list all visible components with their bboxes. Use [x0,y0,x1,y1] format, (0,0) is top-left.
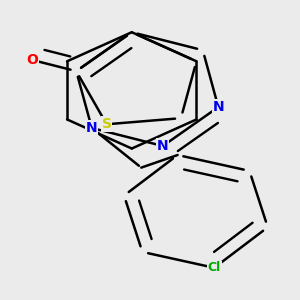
Text: Cl: Cl [208,261,221,274]
Text: N: N [86,121,98,135]
Text: O: O [26,53,38,67]
Text: S: S [102,117,112,131]
Text: N: N [212,100,224,114]
Text: N: N [157,139,169,153]
